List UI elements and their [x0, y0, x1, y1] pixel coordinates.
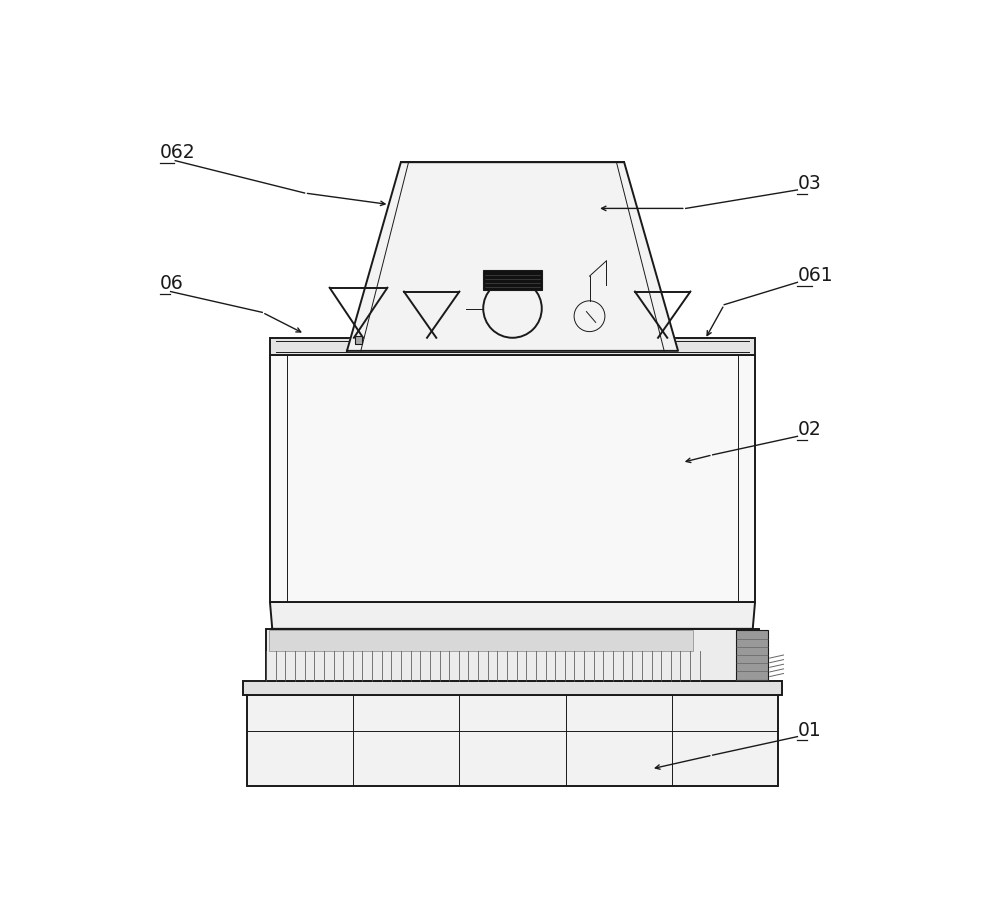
Bar — [243, 681, 782, 695]
Bar — [483, 270, 542, 290]
Polygon shape — [347, 162, 678, 351]
Bar — [269, 630, 693, 651]
Bar — [355, 336, 362, 344]
Bar — [270, 338, 755, 355]
Bar — [247, 695, 778, 786]
Bar — [266, 629, 759, 681]
Text: 061: 061 — [797, 266, 833, 285]
Text: 06: 06 — [160, 275, 184, 293]
Bar — [270, 355, 755, 602]
Text: 01: 01 — [797, 721, 821, 740]
Text: 03: 03 — [797, 174, 821, 193]
Bar — [736, 630, 768, 680]
Text: 062: 062 — [160, 144, 195, 162]
Polygon shape — [270, 602, 755, 629]
Text: 02: 02 — [797, 420, 821, 439]
